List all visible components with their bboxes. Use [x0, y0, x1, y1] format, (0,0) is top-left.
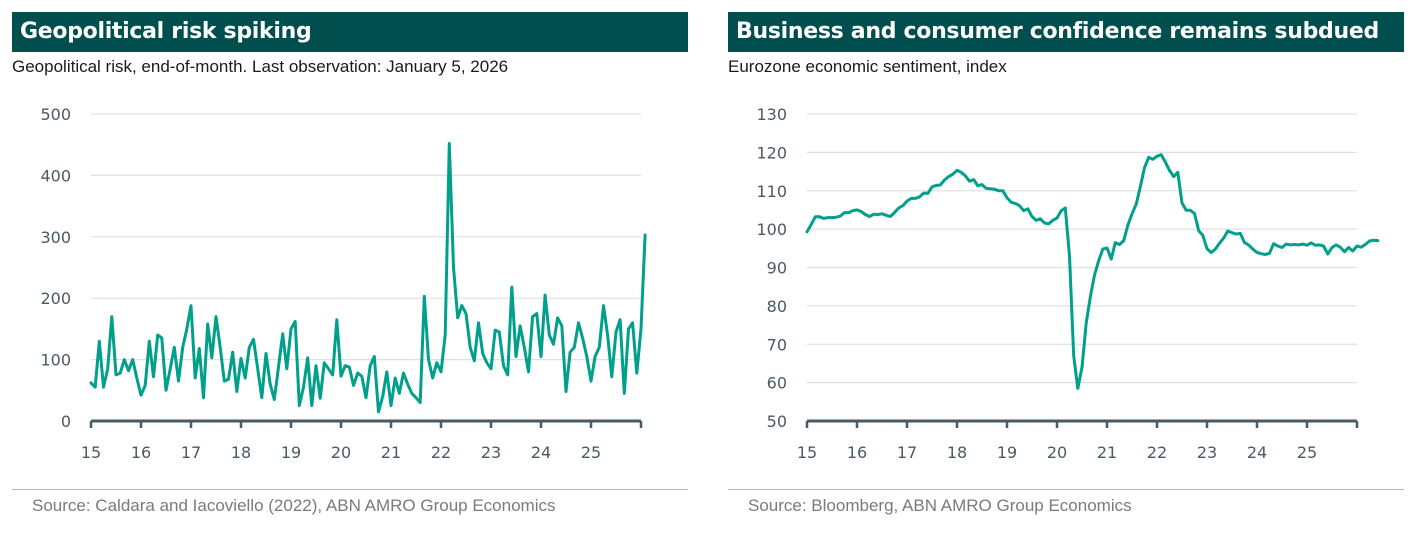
x-tick-label: 25 — [581, 443, 601, 462]
line-chart-geopolitical-risk: 0 100 200 300 400 500 15 16 17 18 19 20 21 22 23 24 25 — [40, 105, 647, 462]
y-tick-label: 300 — [40, 228, 71, 247]
x-tick-label: 21 — [381, 443, 401, 462]
x-tick-label: 17 — [897, 443, 917, 462]
source-divider — [12, 489, 688, 490]
x-tick-label: 17 — [181, 443, 201, 462]
x-tick-label: 22 — [431, 443, 451, 462]
y-tick-label: 100 — [40, 351, 71, 370]
x-tick-label: 16 — [131, 443, 151, 462]
x-tick-label: 21 — [1097, 443, 1117, 462]
x-tick-label: 23 — [1197, 443, 1217, 462]
line-chart-economic-sentiment: 50 60 70 80 90 100 110 120 130 15 16 17 18 19 20 21 22 23… — [756, 105, 1380, 462]
x-tick-label: 18 — [231, 443, 251, 462]
x-tick-label: 20 — [331, 443, 351, 462]
x-tick-label: 22 — [1147, 443, 1167, 462]
y-tick-label: 400 — [40, 166, 71, 185]
y-tick-label: 120 — [756, 143, 787, 162]
chart-source: Source: Bloomberg, ABN AMRO Group Econom… — [748, 496, 1132, 515]
chart-title: Geopolitical risk spiking — [12, 12, 688, 52]
x-tick-label: 15 — [81, 443, 101, 462]
y-tick-label: 80 — [767, 297, 787, 316]
series-line — [89, 142, 647, 414]
x-tick-label: 24 — [531, 443, 551, 462]
y-tick-label: 100 — [756, 220, 787, 239]
chart-source: Source: Caldara and Iacoviello (2022), A… — [32, 496, 556, 515]
series-line — [805, 153, 1380, 390]
chart-panel-geopolitical-risk: Geopolitical risk spiking Geopolitical r… — [0, 0, 690, 541]
chart-title: Business and consumer confidence remains… — [728, 12, 1404, 52]
x-tick-label: 20 — [1047, 443, 1067, 462]
x-tick-label: 25 — [1297, 443, 1317, 462]
x-tick-label: 19 — [997, 443, 1017, 462]
x-tick-label: 18 — [947, 443, 967, 462]
y-tick-label: 500 — [40, 105, 71, 124]
source-divider — [728, 489, 1404, 490]
y-tick-label: 0 — [61, 412, 71, 431]
x-tick-label: 23 — [481, 443, 501, 462]
y-tick-label: 200 — [40, 289, 71, 308]
chart-panel-economic-sentiment: Business and consumer confidence remains… — [716, 0, 1406, 541]
y-tick-label: 90 — [767, 259, 787, 278]
chart-subtitle: Geopolitical risk, end-of-month. Last ob… — [12, 57, 509, 76]
y-tick-label: 70 — [767, 335, 787, 354]
y-tick-label: 50 — [767, 412, 787, 431]
x-tick-label: 15 — [797, 443, 817, 462]
x-tick-label: 19 — [281, 443, 301, 462]
x-tick-label: 16 — [847, 443, 867, 462]
y-tick-label: 110 — [756, 182, 787, 201]
y-tick-label: 130 — [756, 105, 787, 124]
x-tick-label: 24 — [1247, 443, 1267, 462]
y-tick-label: 60 — [767, 374, 787, 393]
chart-subtitle: Eurozone economic sentiment, index — [728, 57, 1007, 76]
